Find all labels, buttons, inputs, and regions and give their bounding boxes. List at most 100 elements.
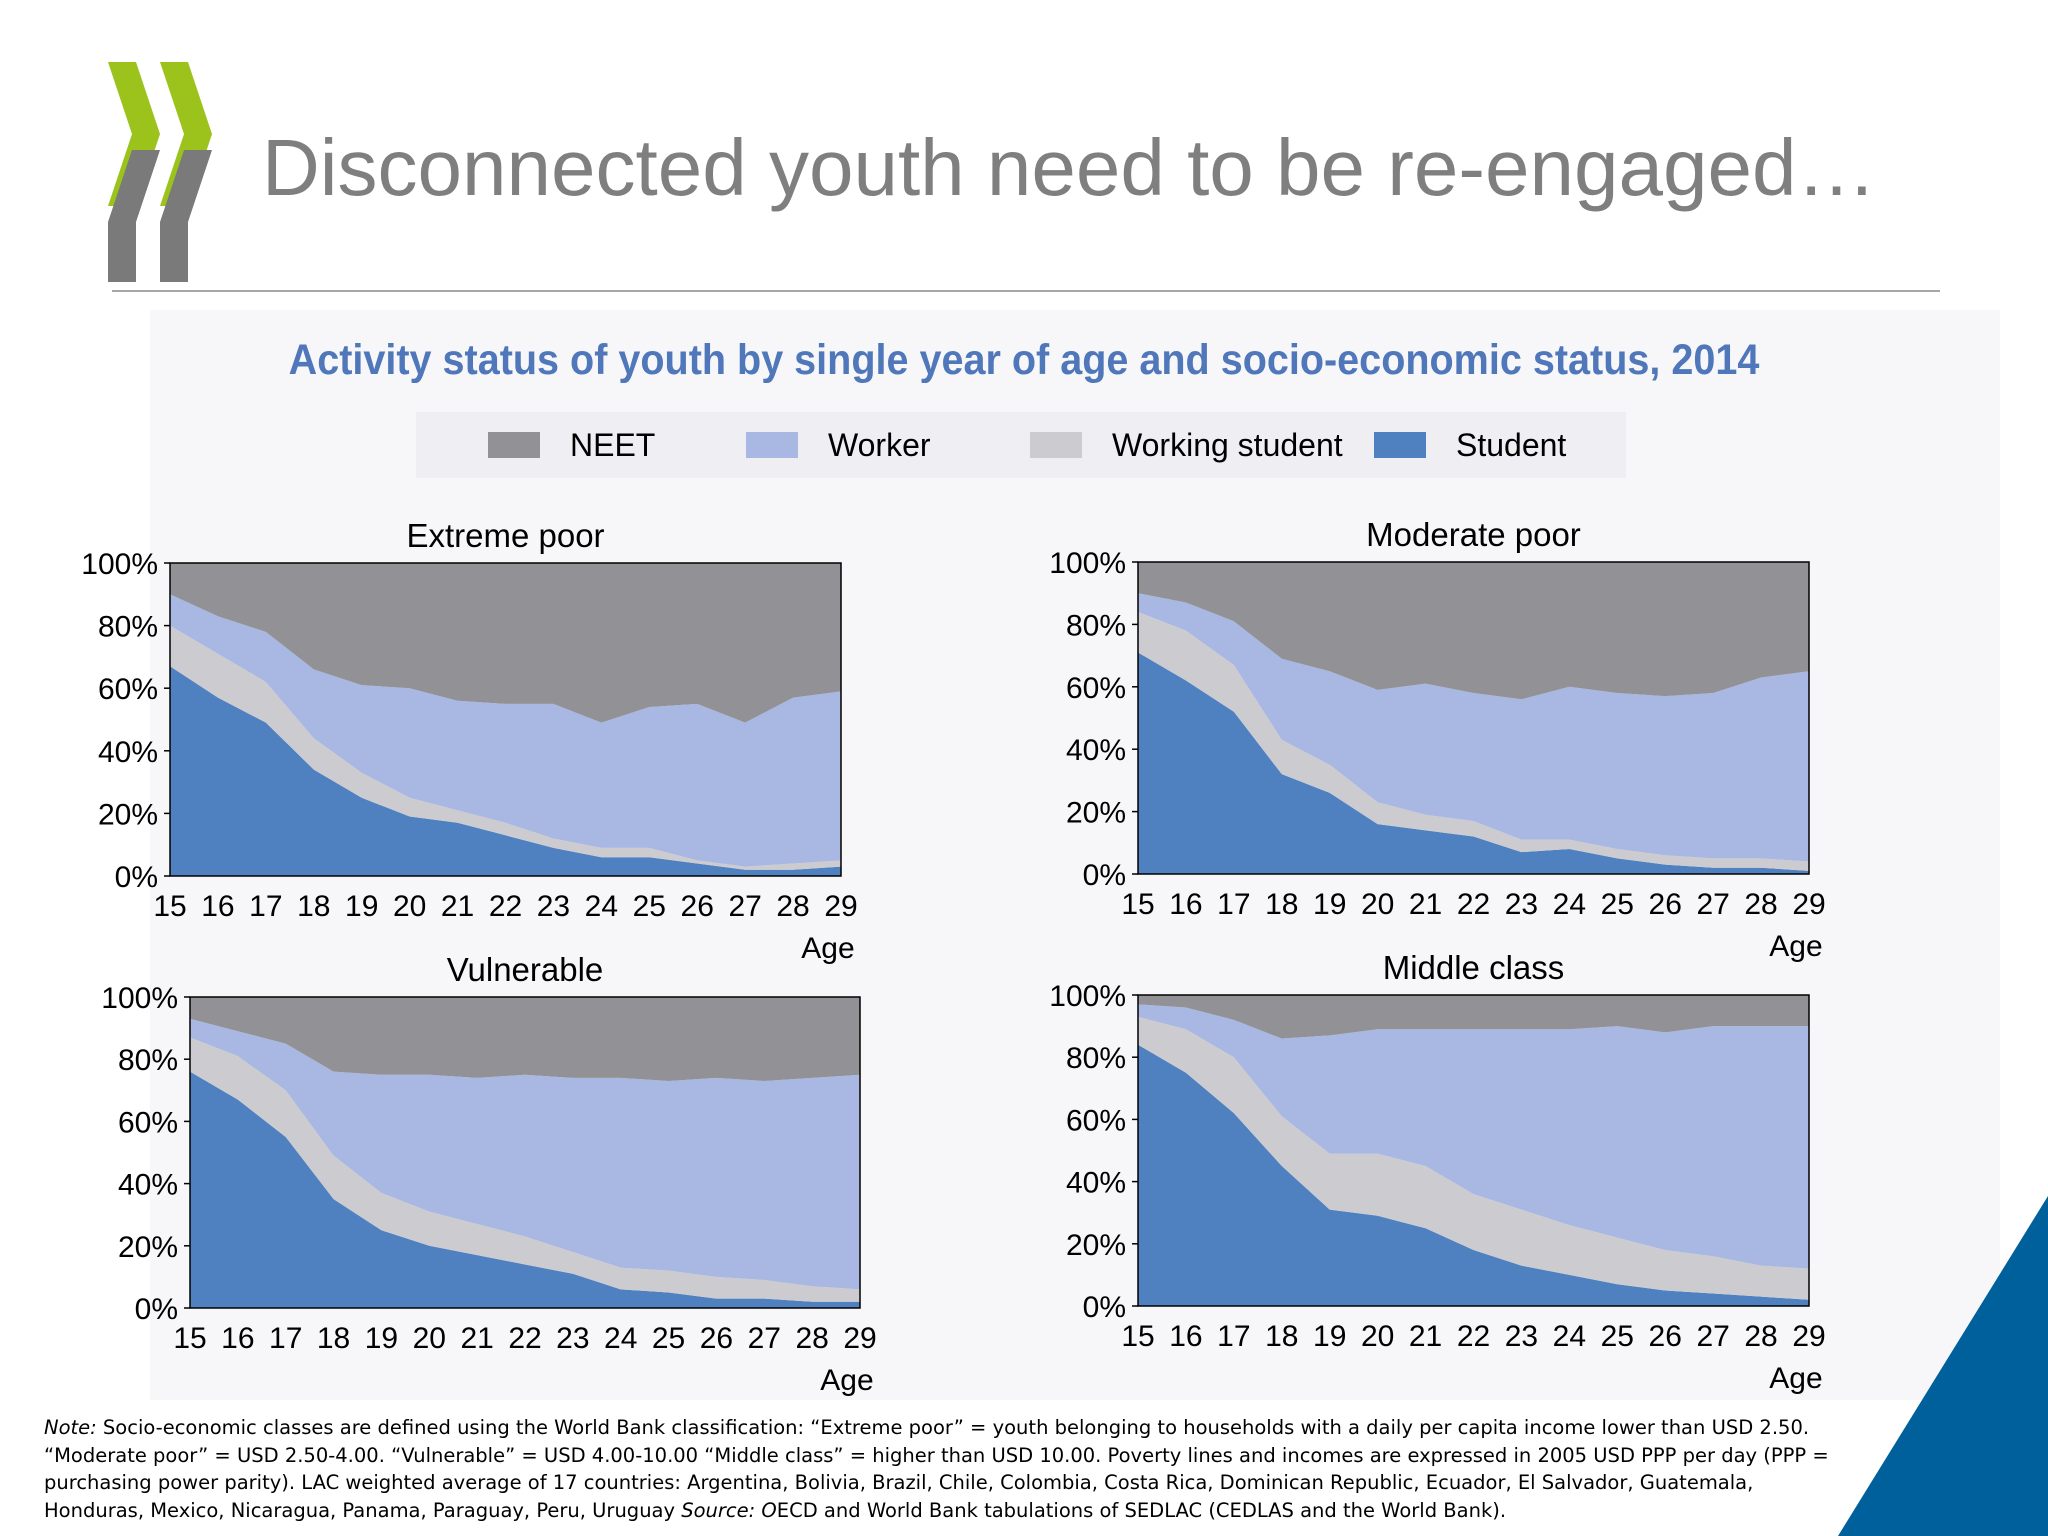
x-tick-label: 27 [728,890,761,923]
x-tick-label: 26 [681,890,714,923]
x-tick-label: 25 [1601,1320,1634,1353]
x-tick-label: 21 [1409,1320,1442,1353]
chart-extreme-poor: 0% 20% 40% 60% 80% 100% 15 16 17 18 19 20 21 22 23 24 25… [81,517,857,965]
y-tick-label: 100% [1049,980,1126,1013]
x-tick-label: 20 [413,1322,446,1355]
x-tick-label: 24 [1553,1320,1586,1353]
x-tick-label: 27 [1696,1320,1729,1353]
x-tick-label: 26 [1649,888,1682,921]
area-worker [190,1018,860,1290]
x-tick-label: 23 [1505,888,1538,921]
x-tick-label: 16 [221,1322,254,1355]
y-tick-label: 80% [98,611,158,644]
y-tick-label: 20% [118,1231,178,1264]
plot-frame [189,996,861,1309]
area-student [190,1071,860,1308]
legend-item-worker: Worker [746,412,931,478]
chart-title: Moderate poor [1366,516,1581,553]
x-tick-label: 16 [201,890,234,923]
area-neet [1138,562,1809,700]
area-neet [170,563,841,723]
x-tick-label: 29 [1792,888,1825,921]
area-working-student [190,1037,860,1302]
y-tick-label: 60% [118,1106,178,1139]
x-tick-label: 23 [537,890,570,923]
x-tick-label: 15 [173,1322,206,1355]
x-tick-label: 20 [393,890,426,923]
y-tick-label: 80% [1066,1042,1126,1075]
x-tick-label: 19 [1313,1320,1346,1353]
x-tick-label: 25 [652,1322,685,1355]
x-tick-label: 21 [441,890,474,923]
x-tick-label: 20 [1361,888,1394,921]
y-tick-label: 40% [98,736,158,769]
x-tick-label: 19 [1313,888,1346,921]
x-tick-label: 22 [1457,1320,1490,1353]
x-tick-label: 27 [1696,888,1729,921]
plot-frame [1137,994,1810,1307]
x-tick-label: 20 [1361,1320,1394,1353]
x-tick-label: 29 [1792,1320,1825,1353]
x-tick-label: 29 [824,890,857,923]
y-tick-label: 20% [98,798,158,831]
x-tick-label: 17 [1217,1320,1250,1353]
source-text: ECD and World Bank tabulations of SEDLAC… [776,1498,1507,1522]
area-working-student [1138,611,1809,871]
chart-subtitle: Activity status of youth by single year … [288,336,1760,384]
area-student [1138,1044,1809,1306]
y-tick-label: 20% [1066,1229,1126,1262]
x-tick-label: 18 [297,890,330,923]
x-axis-label: Age [1769,1362,1822,1395]
x-tick-label: 15 [1121,888,1154,921]
chart-middle-class: 0% 20% 40% 60% 80% 100% 15 16 17 18 19 20 21 22 23 24 25… [1049,949,1825,1395]
x-tick-label: 19 [365,1322,398,1355]
legend-label: NEET [570,426,656,463]
x-tick-label: 25 [633,890,666,923]
x-tick-label: 27 [748,1322,781,1355]
y-tick-label: 40% [1066,1167,1126,1200]
x-axis-label: Age [820,1364,873,1397]
y-tick-label: 100% [101,982,178,1015]
x-tick-label: 16 [1169,888,1202,921]
x-tick-label: 22 [489,890,522,923]
x-tick-label: 22 [1457,888,1490,921]
area-student [1138,652,1809,874]
x-tick-label: 25 [1601,888,1634,921]
slide-title: Disconnected youth need to be re-engaged… [262,123,1877,212]
x-tick-label: 21 [460,1322,493,1355]
y-tick-label: 60% [1066,672,1126,705]
y-tick-label: 0% [115,861,158,894]
legend-swatch [746,432,798,458]
area-neet [1138,995,1809,1039]
x-tick-label: 26 [700,1322,733,1355]
x-tick-label: 23 [1505,1320,1538,1353]
x-tick-label: 28 [1744,1320,1777,1353]
source-label: Source: O [681,1498,777,1522]
y-tick-label: 60% [98,673,158,706]
x-axis-label: Age [1769,930,1822,963]
y-tick-label: 40% [118,1169,178,1202]
x-tick-label: 17 [269,1322,302,1355]
legend-swatch [1374,432,1426,458]
area-working-student [170,625,841,870]
y-tick-label: 80% [118,1044,178,1077]
legend-item-student: Student [1374,412,1566,478]
area-worker [1138,1004,1809,1269]
x-tick-label: 24 [1553,888,1586,921]
x-tick-label: 22 [508,1322,541,1355]
oecd-logo [108,62,212,282]
y-tick-label: 40% [1066,734,1126,767]
chart-title: Extreme poor [406,517,604,554]
x-tick-label: 26 [1649,1320,1682,1353]
x-tick-label: 23 [556,1322,589,1355]
chart-title: Vulnerable [447,951,604,988]
area-worker [1138,593,1809,862]
note-text: Socio-economic classes are defined using… [44,1416,1829,1522]
corner-decoration [1838,1196,2048,1536]
note-label: Note: [44,1416,97,1439]
y-tick-label: 60% [1066,1104,1126,1137]
x-tick-label: 28 [795,1322,828,1355]
plot-frame [169,562,842,877]
y-tick-label: 100% [1049,547,1126,580]
